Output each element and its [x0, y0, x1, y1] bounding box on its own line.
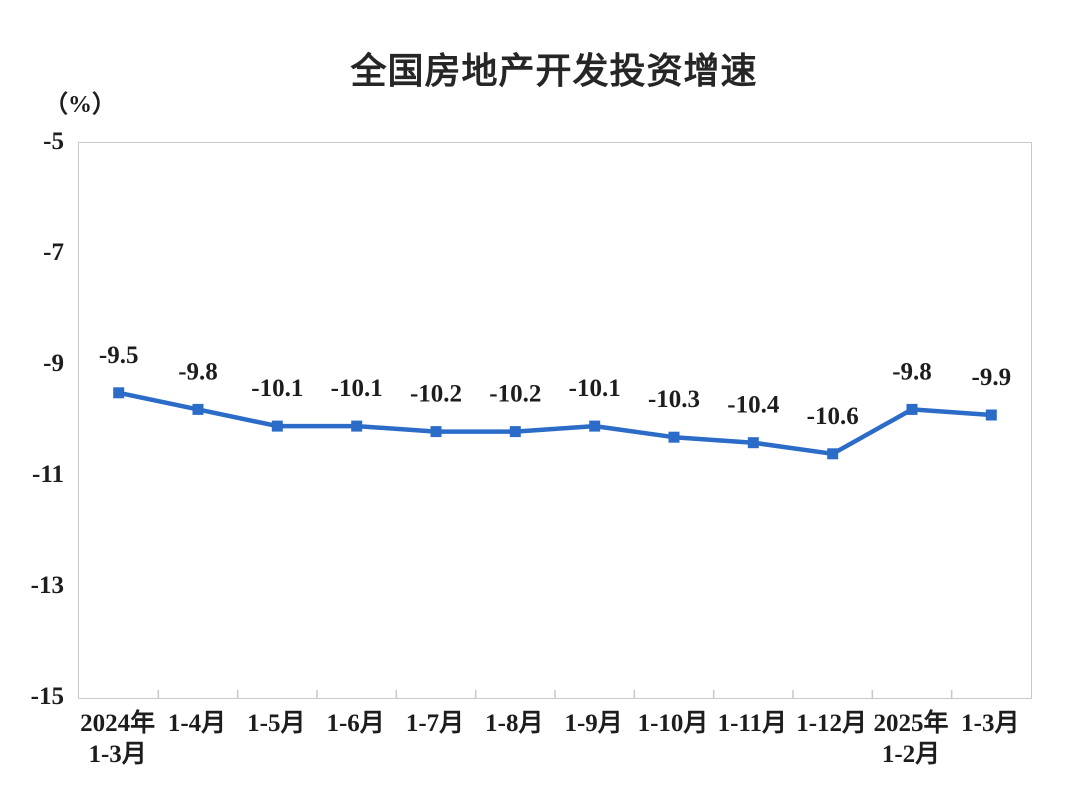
x-tick-label-line: 1-2月 [881, 741, 941, 768]
data-point-marker [668, 431, 680, 443]
y-tick-label: -5 [43, 128, 64, 155]
x-tick-label-line: 1-11月 [717, 710, 788, 737]
x-tick-label: 2025年 1-2月 [841, 708, 981, 770]
x-tick-label-line: 1-6月 [326, 710, 385, 737]
data-point-marker [430, 426, 442, 438]
x-tick-label: 1-12月 [762, 708, 902, 739]
data-point-label: -9.9 [972, 364, 1012, 391]
data-point-label: -10.1 [331, 375, 383, 402]
x-tick-label: 1-9月 [524, 708, 664, 739]
x-tick-label-line: 2025年 [873, 710, 949, 737]
x-tick-label: 1-7月 [365, 708, 505, 739]
data-point-marker [351, 420, 363, 432]
data-point-marker [589, 420, 601, 432]
data-point-label: -10.4 [727, 392, 780, 419]
y-tick-label: -13 [30, 572, 64, 599]
data-point-marker [271, 420, 283, 432]
data-point-marker [192, 403, 204, 415]
x-tick-label-line: 2024年 [80, 710, 156, 737]
data-point-marker [509, 426, 521, 438]
data-point-label: -10.2 [489, 381, 541, 408]
x-tick-label-line: 1-12月 [796, 710, 868, 737]
x-tick-label: 1-6月 [286, 708, 426, 739]
x-tick-label-line: 1-3月 [961, 710, 1020, 737]
x-tick-label: 1-4月 [127, 708, 267, 739]
data-point-label: -9.8 [178, 358, 218, 385]
data-point-marker [113, 387, 125, 399]
x-tick-label-line: 1-8月 [485, 710, 544, 737]
data-point-marker [747, 437, 759, 449]
x-tick-label-line: 1-3月 [88, 741, 147, 768]
data-point-label: -10.1 [569, 375, 621, 402]
x-tick-label: 2024年 1-3月 [48, 708, 188, 770]
data-point-marker [827, 448, 839, 460]
chart-line [116, 390, 994, 457]
x-tick-label: 1-11月 [682, 708, 822, 739]
line-chart-svg: -9.5 -9.8 -10.1 -10.1 -10.2 -10.2 -10.1 -10.3 -1… [99, 342, 1012, 698]
x-tick-label-line: 1-5月 [247, 710, 306, 737]
x-tick-label: 1-3月 [920, 708, 1060, 739]
y-tick-label: -9 [43, 350, 64, 377]
y-tick-label: -11 [32, 461, 64, 488]
x-tick-label: 1-10月 [603, 708, 743, 739]
plot-area: -9.5 -9.8 -10.1 -10.1 -10.2 -10.2 -10.1 -10.3 -1… [78, 142, 1032, 699]
x-tick-label: 1-5月 [206, 708, 346, 739]
data-point-label: -10.1 [251, 375, 303, 402]
y-tick-label: -15 [30, 683, 64, 710]
chart-title: 全国房地产开发投资增速 [350, 50, 758, 91]
data-point-marker [906, 403, 918, 415]
y-axis-unit-label: （%） [44, 92, 116, 118]
data-point-marker [985, 409, 997, 421]
data-point-label: -10.6 [807, 403, 859, 430]
y-tick-label: -7 [43, 239, 64, 266]
x-tick-label-line: 1-7月 [405, 710, 465, 737]
data-point-label: -9.5 [99, 342, 139, 369]
data-point-label: -10.2 [410, 381, 462, 408]
x-tick-label-line: 1-10月 [637, 710, 709, 737]
data-point-label: -10.3 [648, 386, 700, 413]
x-tick-label-line: 1-9月 [564, 710, 623, 737]
x-tick-label: 1-8月 [444, 708, 584, 739]
x-tick-label-line: 1-4月 [167, 710, 227, 737]
data-point-label: -9.8 [892, 358, 932, 385]
